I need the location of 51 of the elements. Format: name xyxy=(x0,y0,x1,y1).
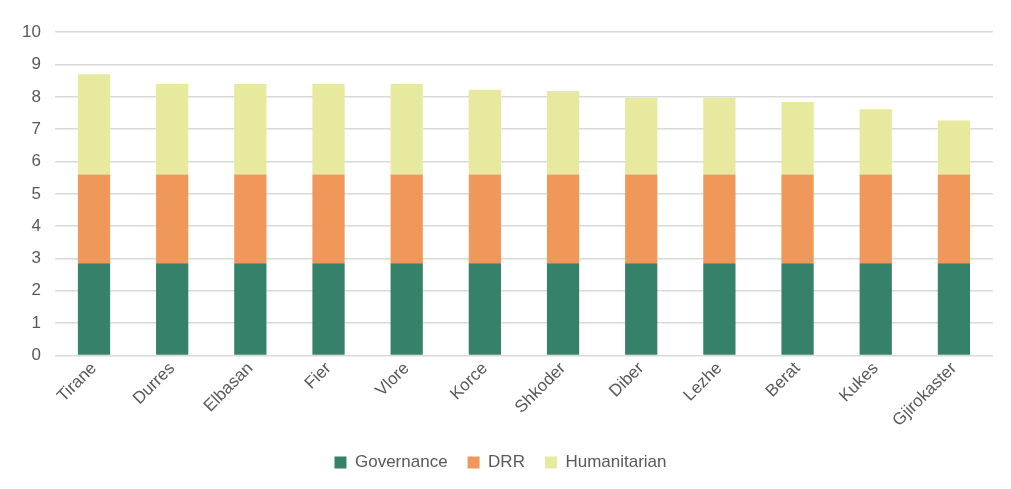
y-tick-label: 6 xyxy=(31,151,41,171)
y-tick-label: 1 xyxy=(31,312,41,332)
bar xyxy=(390,174,423,264)
legend-label: Governance xyxy=(354,452,448,472)
y-tick-label: 10 xyxy=(21,21,41,41)
bar xyxy=(703,97,736,175)
bar xyxy=(234,83,267,175)
bar xyxy=(546,263,580,355)
bar xyxy=(156,83,189,175)
bar xyxy=(781,102,814,175)
bar xyxy=(937,263,971,355)
bar xyxy=(625,97,658,175)
bar xyxy=(468,174,501,264)
bar xyxy=(390,263,423,355)
y-tick-label: 2 xyxy=(31,280,41,300)
y-tick-label: 8 xyxy=(31,86,41,106)
bar xyxy=(77,74,111,175)
bar xyxy=(546,91,580,175)
bar xyxy=(937,120,971,175)
bar xyxy=(312,263,345,355)
bar xyxy=(468,89,501,175)
bar xyxy=(77,263,111,355)
y-tick-label: 4 xyxy=(31,215,41,235)
y-tick-label: 0 xyxy=(31,345,41,365)
bar xyxy=(156,174,189,264)
bar xyxy=(468,263,501,355)
y-tick-label: 9 xyxy=(31,54,41,74)
bar xyxy=(312,174,345,264)
legend-label: DRR xyxy=(488,452,525,472)
bar xyxy=(781,174,814,264)
bar xyxy=(234,174,267,264)
x-tick-label: Fier xyxy=(300,358,335,393)
y-tick-label: 3 xyxy=(31,248,41,268)
bar xyxy=(546,174,580,264)
legend-label: Humanitarian xyxy=(565,452,667,472)
bar xyxy=(390,83,423,175)
bar xyxy=(77,174,111,264)
bar xyxy=(625,174,658,264)
y-tick-label: 7 xyxy=(31,118,41,138)
bar xyxy=(859,174,892,264)
bar xyxy=(625,263,658,355)
bar xyxy=(859,109,892,175)
y-tick-label: 5 xyxy=(31,183,41,203)
bar xyxy=(703,174,736,264)
bar xyxy=(703,263,736,355)
bar xyxy=(312,83,345,175)
bar xyxy=(937,174,971,264)
bar xyxy=(859,263,892,355)
bar xyxy=(234,263,267,355)
bar xyxy=(156,263,189,355)
bar xyxy=(781,263,814,355)
